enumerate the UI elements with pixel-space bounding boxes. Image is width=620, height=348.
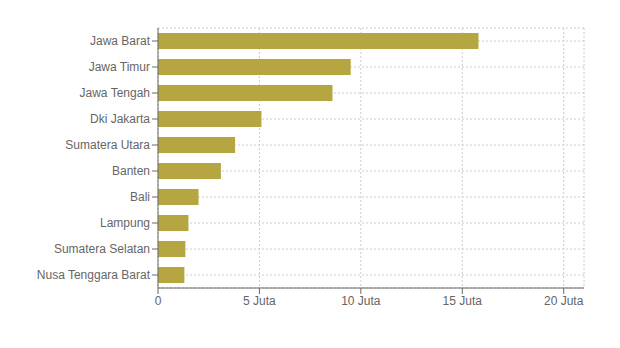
svg-text:Dki Jakarta: Dki Jakarta xyxy=(90,112,150,126)
svg-text:10 Juta: 10 Juta xyxy=(341,294,381,308)
svg-text:5 Juta: 5 Juta xyxy=(243,294,276,308)
svg-text:15 Juta: 15 Juta xyxy=(443,294,483,308)
svg-text:Bali: Bali xyxy=(130,190,150,204)
svg-text:Jawa Barat: Jawa Barat xyxy=(90,34,151,48)
svg-text:Jawa Timur: Jawa Timur xyxy=(89,60,150,74)
svg-text:Lampung: Lampung xyxy=(100,216,150,230)
svg-text:0: 0 xyxy=(155,294,162,308)
svg-text:Sumatera Utara: Sumatera Utara xyxy=(65,138,150,152)
svg-text:20 Juta: 20 Juta xyxy=(544,294,584,308)
svg-text:Banten: Banten xyxy=(112,164,150,178)
svg-text:Nusa Tenggara Barat: Nusa Tenggara Barat xyxy=(37,268,151,282)
svg-text:Jawa Tengah: Jawa Tengah xyxy=(80,86,151,100)
svg-text:Sumatera Selatan: Sumatera Selatan xyxy=(54,242,150,256)
